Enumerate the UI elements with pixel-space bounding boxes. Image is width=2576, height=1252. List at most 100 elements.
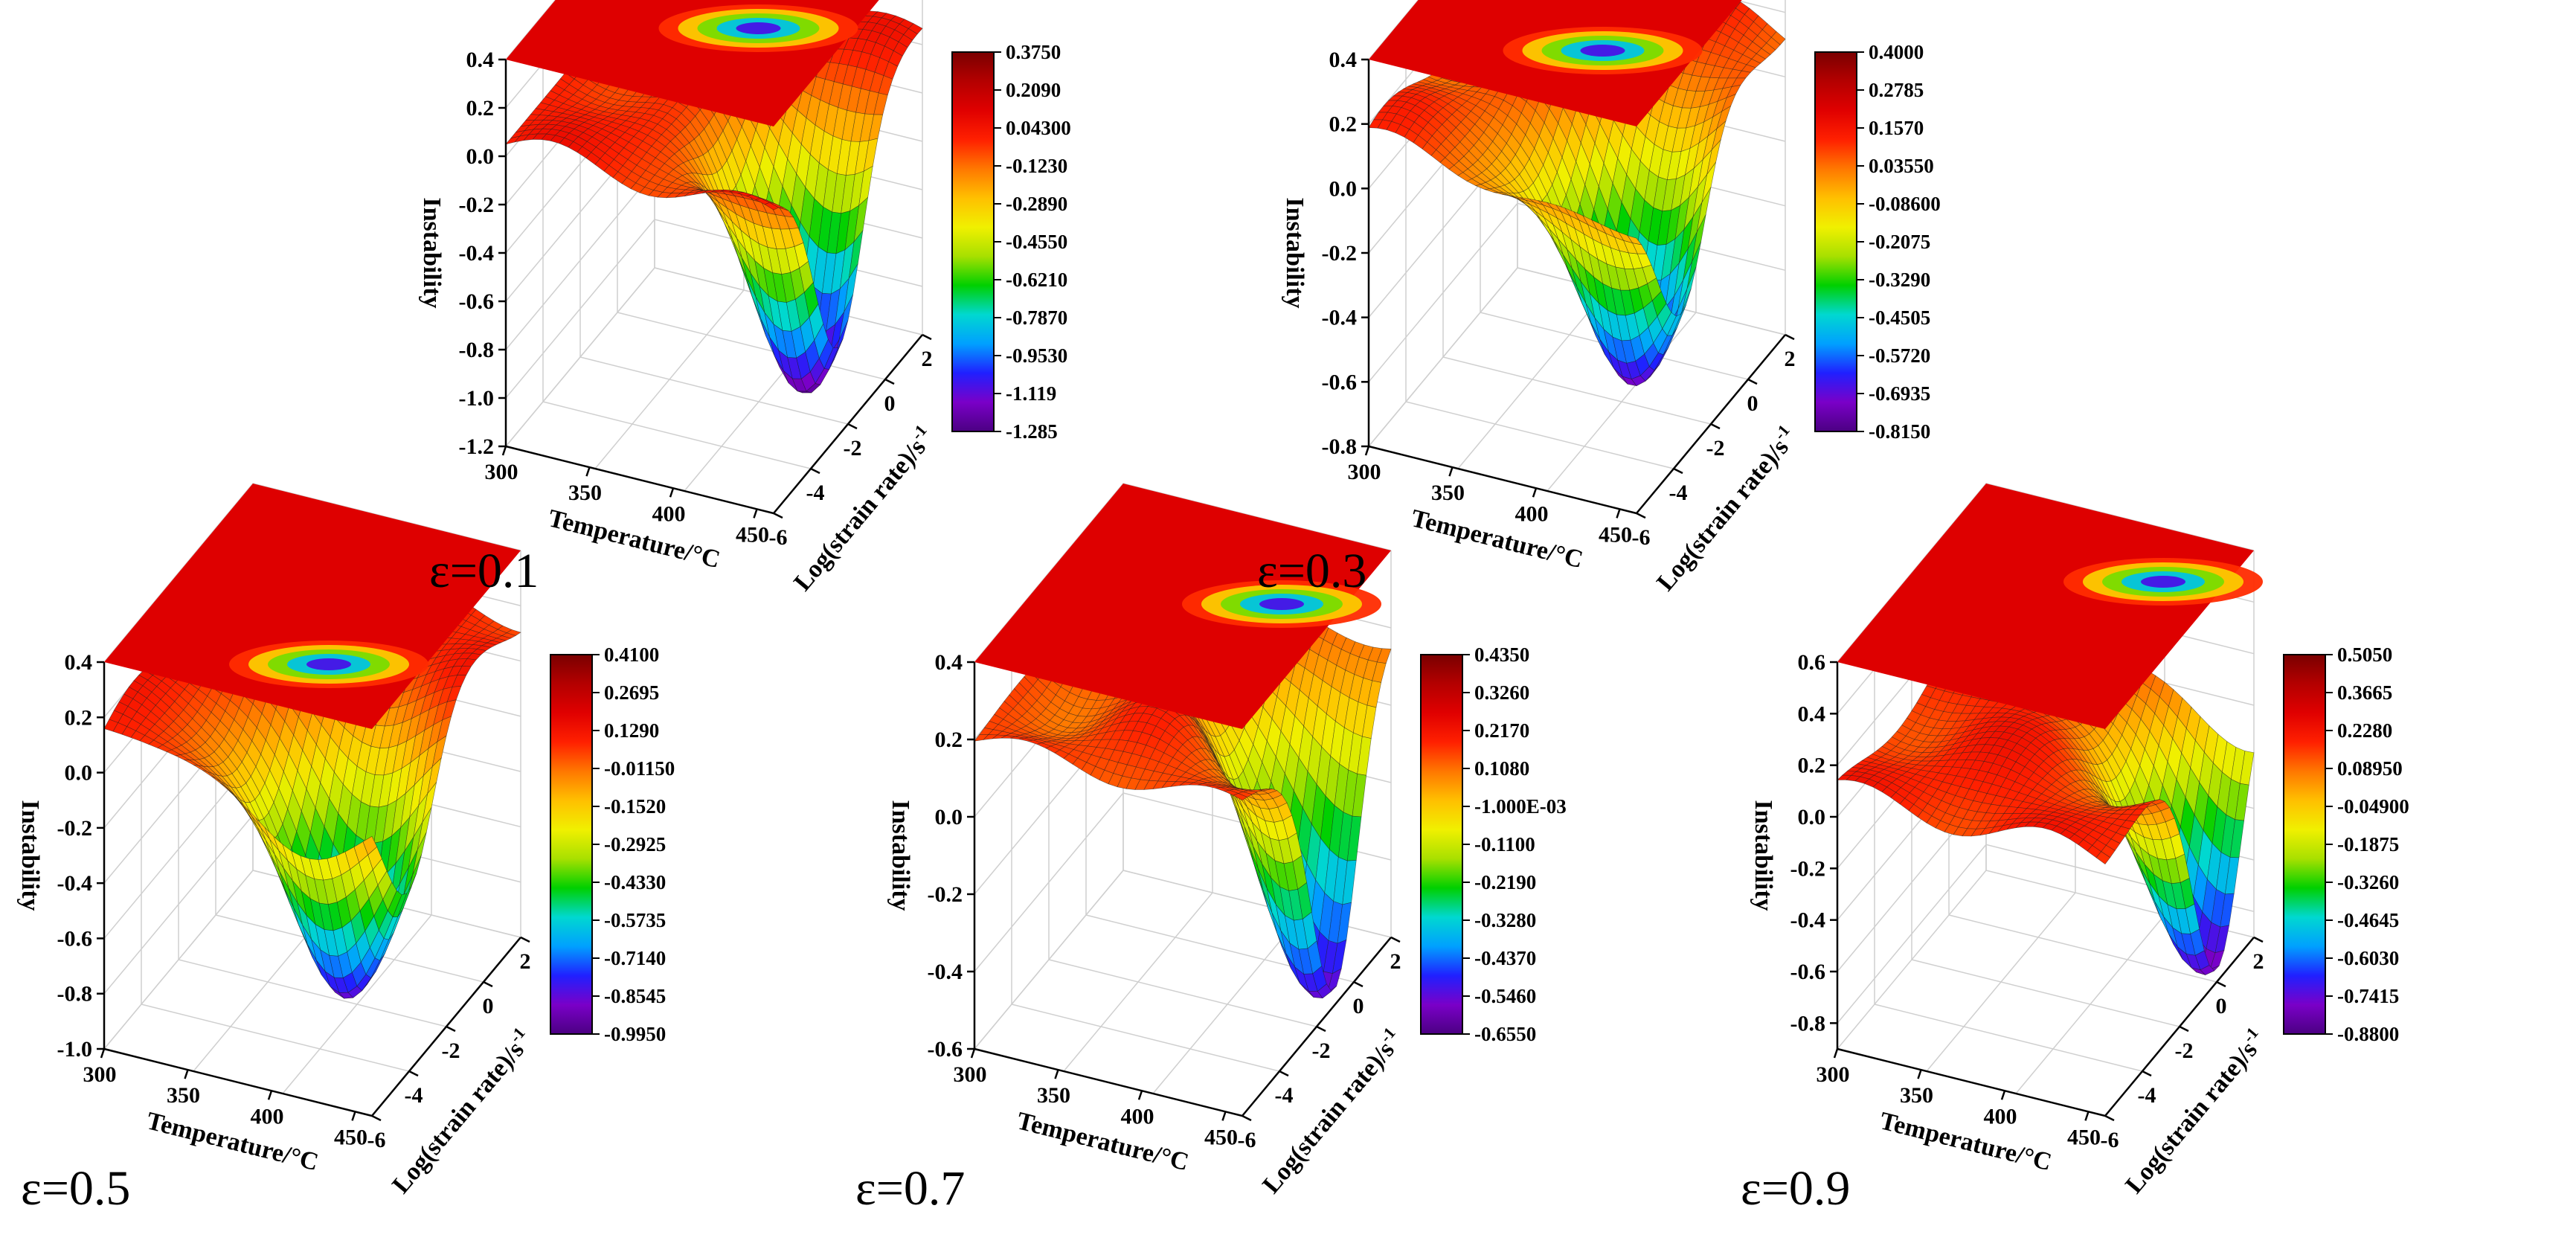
temperature-tick-label: 450 — [736, 522, 769, 547]
z-tick-label: -0.4 — [928, 960, 963, 984]
colorbar-tick-label: -0.4370 — [1474, 947, 1536, 969]
colorbar-tick-label: 0.3750 — [1006, 41, 1061, 63]
strain-rate-tick-label: 2 — [2253, 949, 2264, 974]
colorbar-tick-label: -0.3260 — [2337, 871, 2399, 893]
temperature-tick — [1616, 508, 1621, 519]
strain-rate-axis-label: Log(strain rate)/s-1 — [1648, 421, 1802, 597]
temperature-axis-line — [1368, 445, 1637, 515]
strain-rate-axis-label-sup: -1 — [506, 1024, 529, 1046]
colorbar-tick-label: -0.2925 — [604, 833, 666, 855]
temperature-tick-label: 450 — [2067, 1125, 2101, 1149]
temperature-tick-label: 350 — [568, 481, 602, 505]
colorbar-tick-label: -0.8545 — [604, 985, 666, 1007]
gridline-floor-r — [1911, 959, 2180, 1027]
z-tick-label: 0.2 — [1798, 754, 1826, 778]
colorbar-tick-label: -1.285 — [1006, 420, 1058, 443]
colorbar-tick-label: -0.1875 — [2337, 833, 2399, 855]
z-tick-label: 0.2 — [466, 96, 495, 121]
colorbar-tick-label: -0.4330 — [604, 871, 666, 893]
colorbar-tick-label: -1.119 — [1006, 382, 1056, 405]
strain-rate-tick-label: -4 — [1669, 481, 1688, 505]
temperature-tick-label: 300 — [1348, 460, 1381, 484]
top-contour-plane — [506, 0, 879, 126]
temperature-tick — [1833, 1048, 1839, 1059]
strain-rate-tick — [884, 378, 895, 385]
strain-rate-tick — [1279, 1070, 1289, 1077]
colorbar-tick-label: -0.04900 — [2337, 795, 2409, 818]
temperature-tick-label: 400 — [251, 1104, 284, 1129]
colorbar-tick-label: 0.04300 — [1006, 117, 1071, 139]
strain-rate-tick — [773, 512, 783, 519]
z-tick-label: 0.4 — [1798, 702, 1826, 726]
z-tick-label: 0.4 — [935, 650, 963, 675]
gridline-z — [505, 267, 923, 447]
colorbar-tick-label: 0.1290 — [604, 719, 659, 742]
strain-rate-tick-label: -6 — [2101, 1128, 2119, 1152]
strain-rate-tick — [810, 467, 820, 475]
z-tick-label: -0.6 — [1322, 370, 1358, 394]
strain-rate-axis-label: Log(strain rate)/s-1 — [1254, 1024, 1408, 1199]
temperature-tick-label: 350 — [1900, 1083, 1933, 1108]
colorbar-tick-label: -0.1520 — [604, 795, 666, 818]
colorbar-tick-label: -0.4505 — [1869, 306, 1930, 329]
colorbar-tick-label: -0.3290 — [1869, 269, 1930, 291]
z-tick-label: -1.0 — [57, 1037, 93, 1062]
strain-rate-tick — [446, 1025, 456, 1033]
colorbar-tick-label: 0.2090 — [1006, 79, 1061, 101]
gridline-floor-r — [178, 959, 447, 1027]
contour-plane-fill — [1837, 484, 2254, 729]
strain-rate-tick — [1316, 1025, 1326, 1033]
temperature-tick-label: 350 — [1037, 1083, 1070, 1108]
z-tick-label: -0.8 — [57, 982, 93, 1007]
colorbar-tick-label: -0.5735 — [604, 909, 666, 931]
colorbar — [2283, 654, 2326, 1035]
temperature-axis-label: Temperature/°C — [545, 504, 722, 574]
strain-rate-axis-label-sup: -1 — [2239, 1024, 2262, 1046]
gridline-floor-r — [542, 401, 812, 469]
temperature-tick-label: 450 — [1599, 522, 1632, 547]
strain-rate-tick-label: -2 — [2175, 1038, 2194, 1063]
temperature-axis-label: Temperature/°C — [1877, 1107, 2054, 1176]
colorbar-tick-label: 0.4100 — [604, 643, 659, 666]
strain-rate-tick-label: -4 — [1275, 1083, 1294, 1108]
colorbar-tick-label: -0.8800 — [2337, 1023, 2399, 1045]
strain-rate-tick-label: -2 — [844, 436, 862, 460]
z-tick-label: -0.4 — [459, 241, 495, 266]
strain-rate-tick — [847, 423, 858, 430]
temperature-tick-label: 350 — [167, 1083, 200, 1108]
strain-rate-tick-label: -4 — [2138, 1083, 2156, 1108]
z-tick-label: -1.2 — [459, 434, 495, 459]
colorbar-tick-label: 0.3260 — [1474, 681, 1529, 704]
colorbar — [1420, 654, 1463, 1035]
temperature-tick — [1532, 487, 1538, 498]
temperature-tick-label: 450 — [334, 1125, 367, 1149]
colorbar-tick-label: -0.4550 — [1006, 231, 1067, 253]
z-axis-label: Instability — [418, 197, 446, 308]
colorbar-tick-label: -0.01150 — [604, 757, 675, 780]
temperature-tick — [1917, 1069, 1922, 1079]
z-tick-label: 0.0 — [1798, 805, 1826, 829]
colorbar-tick-label: -0.9950 — [604, 1023, 666, 1045]
temperature-tick — [970, 1048, 976, 1059]
strain-rate-axis-label-sup: -1 — [1770, 421, 1793, 443]
gridline-floor-r — [1048, 959, 1317, 1027]
temperature-tick-label: 300 — [485, 460, 518, 484]
temperature-tick — [1448, 466, 1454, 477]
strain-rate-axis-label: Log(strain rate)/s-1 — [786, 421, 939, 597]
z-tick-label: 0.4 — [65, 650, 93, 675]
colorbar-tick-label: -0.2890 — [1006, 193, 1067, 215]
strain-rate-tick — [1353, 980, 1364, 988]
colorbar-tick-label: -0.6935 — [1869, 382, 1930, 405]
z-tick-label: -0.4 — [57, 871, 93, 896]
z-tick-label: 0.0 — [935, 805, 963, 829]
z-tick-label: -1.0 — [459, 386, 495, 411]
colorbar-tick-label: -0.9530 — [1006, 344, 1067, 367]
temperature-tick — [2084, 1111, 2090, 1121]
gridline-floor-r — [141, 1004, 410, 1072]
colorbar-tick-label: 0.1080 — [1474, 757, 1529, 780]
surface-cell — [1233, 793, 1248, 801]
colorbar-tick-label: 0.5050 — [2337, 643, 2392, 666]
strain-rate-axis-label: Log(strain rate)/s-1 — [384, 1024, 538, 1199]
